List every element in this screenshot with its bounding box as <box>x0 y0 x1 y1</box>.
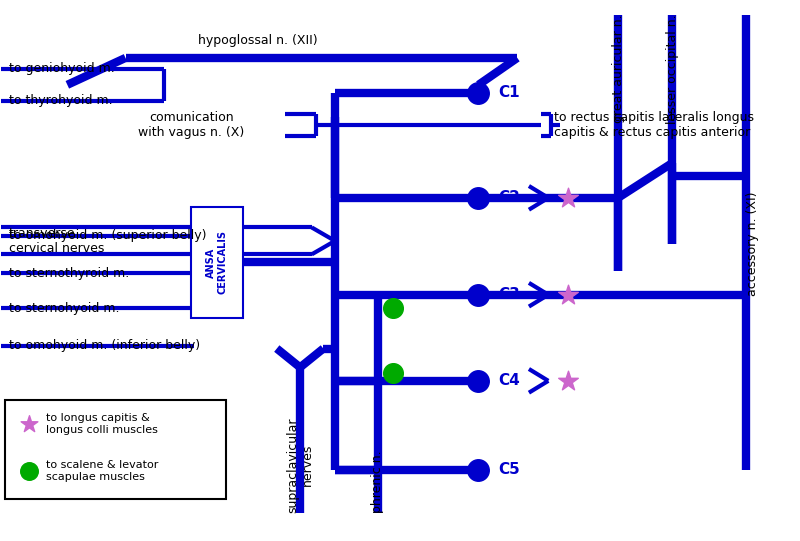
Text: C3: C3 <box>498 287 520 302</box>
Text: ANSA
CERVICALIS: ANSA CERVICALIS <box>206 230 228 294</box>
Point <box>472 194 485 202</box>
Text: C1: C1 <box>498 85 519 101</box>
Text: hypoglossal n. (XII): hypoglossal n. (XII) <box>198 34 318 47</box>
Point <box>22 466 35 475</box>
Text: lesser occipital n.: lesser occipital n. <box>666 15 679 124</box>
Text: to rectus capitis lateralis longus
capitis & rectus capitis anterior: to rectus capitis lateralis longus capit… <box>554 111 754 139</box>
Text: great auricular n.: great auricular n. <box>612 15 625 123</box>
Text: to thyrohyoid m.: to thyrohyoid m. <box>9 95 113 108</box>
Point <box>472 291 485 299</box>
Point <box>22 420 35 428</box>
Text: to omohyoid m. (superior belly): to omohyoid m. (superior belly) <box>9 229 206 242</box>
Text: comunication
with vagus n. (X): comunication with vagus n. (X) <box>138 111 245 139</box>
Point <box>562 291 574 299</box>
Text: transverse
cervical nerves: transverse cervical nerves <box>9 227 105 255</box>
Text: to sternohyoid m.: to sternohyoid m. <box>9 302 120 315</box>
FancyBboxPatch shape <box>191 207 242 318</box>
Text: C5: C5 <box>498 462 520 477</box>
Text: to omohyoid m. (inferior belly): to omohyoid m. (inferior belly) <box>9 339 200 352</box>
Text: C2: C2 <box>498 190 520 206</box>
Point <box>562 377 574 385</box>
Text: to sternothyroid m.: to sternothyroid m. <box>9 267 130 280</box>
Point <box>472 89 485 97</box>
Text: phrenic n.: phrenic n. <box>371 450 384 513</box>
FancyBboxPatch shape <box>6 400 226 499</box>
Text: to longus capitis &
longus colli muscles: to longus capitis & longus colli muscles <box>46 413 158 434</box>
Text: C4: C4 <box>498 373 520 388</box>
Point <box>386 304 399 313</box>
Text: accessory n. (XI): accessory n. (XI) <box>746 192 759 296</box>
Text: supraclavicular
nerves: supraclavicular nerves <box>286 417 314 513</box>
Text: to geniohyoid m.: to geniohyoid m. <box>9 62 115 75</box>
Text: to scalene & levator
scapulae muscles: to scalene & levator scapulae muscles <box>46 460 158 481</box>
Point <box>472 377 485 385</box>
Point <box>386 368 399 377</box>
Point <box>562 194 574 202</box>
Point <box>472 465 485 474</box>
